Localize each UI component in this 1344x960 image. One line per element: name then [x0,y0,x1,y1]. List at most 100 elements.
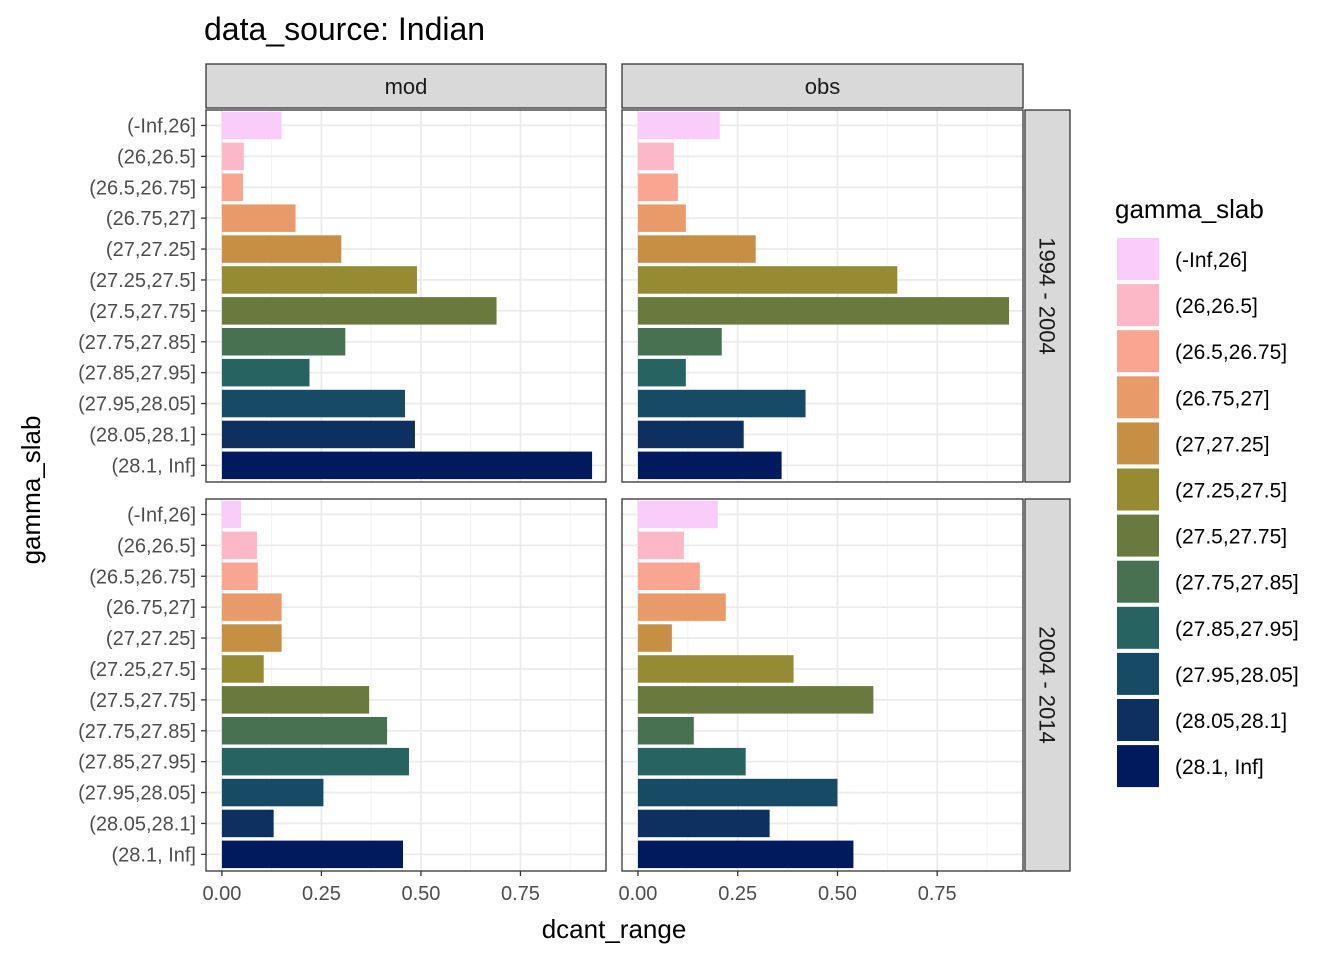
y-tick-label: (27.75,27.85] [78,721,196,743]
bar [637,142,674,171]
bar [637,111,720,140]
y-tick-label: (27,27.25] [106,628,196,650]
bar [221,235,342,263]
panel-background [622,110,1023,482]
bar [221,420,415,449]
y-tick-label: (-Inf,26] [127,504,196,526]
bar [221,111,282,140]
legend: gamma_slab (-Inf,26] (26,26.5] (26.5,26.75… [1115,194,1299,788]
legend-key [1117,330,1159,373]
y-tick-label: (28.1, Inf] [112,455,197,477]
legend-label: (-Inf,26] [1175,249,1247,272]
y-tick-label: (27.25,27.5] [89,659,196,681]
bar [221,173,244,201]
bar [637,747,746,776]
panel-border [205,498,607,872]
bar [221,328,346,356]
facet-strip-label: mod [385,74,428,99]
bar [637,500,718,529]
bar [637,809,770,838]
legend-label: (28.05,28.1] [1175,710,1287,733]
panel-border [205,109,607,483]
bar [221,562,258,590]
legend-label: (27,27.25] [1175,433,1270,456]
y-tick-label: (27.95,28.05] [78,394,196,416]
y-tick-label: (26,26.5] [117,535,196,557]
panel-background [622,499,1023,871]
bar [637,840,854,869]
y-tick-label: (28.05,28.1] [89,424,196,446]
y-tick-label: (28.05,28.1] [89,813,196,835]
bar [637,686,874,714]
bar [221,624,282,652]
legend-title: gamma_slab [1115,194,1264,224]
facet-panels [205,109,1024,872]
y-tick-label: (26.75,27] [106,597,196,619]
x-tick-label: 0.25 [718,883,757,905]
bar [637,389,806,418]
y-tick-label: (26.5,26.75] [89,566,196,588]
y-axis-title: gamma_slab [16,416,46,565]
legend-key [1117,468,1159,511]
panel-background [206,110,606,482]
legend-label: (27.25,27.5] [1175,480,1287,503]
legend-label: (28.1, Inf] [1175,756,1264,779]
bar [221,204,296,232]
bar [637,624,672,652]
legend-label: (27.85,27.95] [1175,618,1299,641]
x-tick-label: 0.50 [818,883,857,905]
bar [221,717,388,745]
bar [637,593,726,621]
legend-key [1117,284,1159,327]
bar [637,266,898,294]
bar [637,451,782,480]
bar [637,655,794,683]
bar [637,717,694,745]
bar [221,686,370,714]
y-tick-label: (27.25,27.5] [89,270,196,292]
legend-key [1117,652,1159,695]
x-tick-label: 0.25 [302,883,341,905]
facet-strip-mod [205,63,607,109]
panel-obs-2004-2014 [621,498,1024,872]
bar [221,451,593,480]
bar [221,531,257,560]
y-tick-label: (27.5,27.75] [89,690,196,712]
facet-strip-label: 1994 - 2004 [1035,237,1060,354]
legend-label: (27.95,28.05] [1175,664,1299,687]
bar [637,531,684,560]
y-tick-label: (27.75,27.85] [78,332,196,354]
legend-key [1117,238,1159,280]
bar [221,358,310,387]
bar [221,809,274,838]
bar [221,840,404,869]
panel-border [621,498,1024,872]
facet-strip-row-1 [1024,109,1071,483]
bar [637,235,756,263]
y-tick-label: (27.85,27.95] [78,752,196,774]
legend-key [1117,699,1159,741]
legend-key [1117,422,1159,465]
panel-mod-1994-2004 [205,109,607,483]
x-tick-label: 0.75 [918,883,957,905]
bar [637,297,1010,325]
bar [637,562,700,590]
bar [221,266,417,294]
y-tick-label: (26,26.5] [117,146,196,168]
bar [637,173,678,201]
y-tick-label: (26.5,26.75] [89,177,196,199]
legend-label: (27.5,27.75] [1175,526,1287,549]
y-tick-label: (28.1, Inf] [112,844,197,866]
bar [637,778,838,807]
bar [637,204,686,232]
facet-strip-obs [621,63,1024,109]
facet-strip-label: obs [805,74,840,99]
legend-key [1117,514,1159,557]
bar [637,328,722,356]
bar [221,655,264,683]
legend-key [1117,376,1159,419]
legend-label: (26.5,26.75] [1175,341,1287,364]
legend-label: (26.75,27] [1175,387,1270,410]
bar [221,778,324,807]
